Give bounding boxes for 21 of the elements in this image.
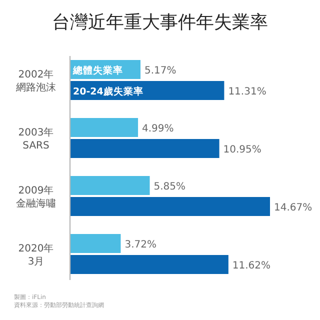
data-label: 3.72% xyxy=(124,240,156,250)
series-label: 總體失業率 xyxy=(72,64,123,76)
chart-title: 台灣近年重大事件年失業率 xyxy=(52,12,268,33)
data-label: 14.67% xyxy=(274,202,312,214)
y-tick-label: 2003年 SARS xyxy=(18,126,54,152)
bar xyxy=(70,197,270,216)
series-label: 20-24歲失業率 xyxy=(73,86,144,98)
bar xyxy=(70,176,150,195)
y-tick-label: 2020年3月 xyxy=(18,242,54,268)
data-label: 5.85% xyxy=(154,182,186,192)
bar xyxy=(70,139,220,158)
y-tick-label: 2009年金融海嘯 xyxy=(16,184,56,210)
bar xyxy=(70,234,121,253)
bar xyxy=(70,255,228,274)
data-label: 11.62% xyxy=(232,260,271,272)
data-label: 10.95% xyxy=(223,144,262,156)
bar xyxy=(70,118,138,137)
y-tick-label: 2002年網路泡沫 xyxy=(15,68,56,94)
data-label: 4.99% xyxy=(142,124,174,134)
data-label: 11.31% xyxy=(228,86,266,98)
data-label: 5.17% xyxy=(144,66,176,76)
